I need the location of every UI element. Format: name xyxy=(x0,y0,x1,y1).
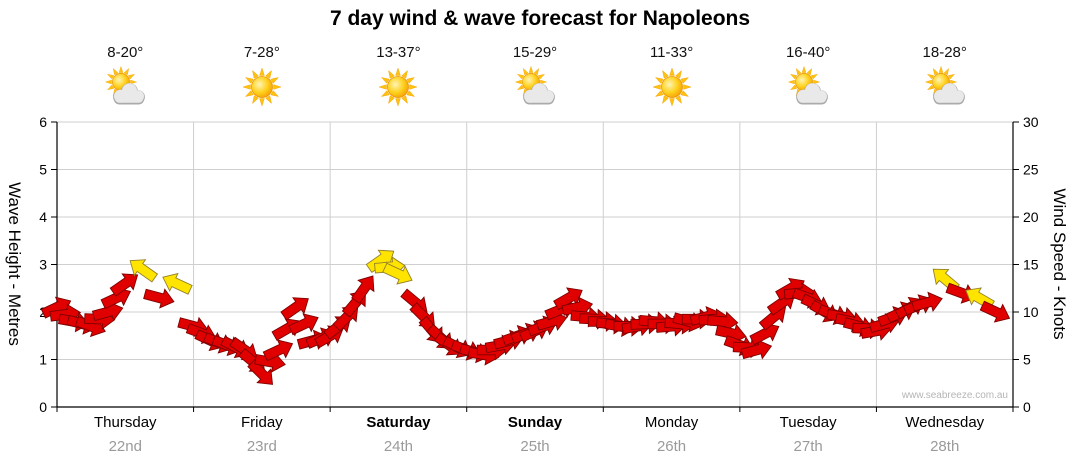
wind-arrow xyxy=(706,311,739,333)
sun-cloud-icon xyxy=(102,64,148,110)
sun-cloud-icon xyxy=(785,64,831,110)
day-temp-range: 16-40° xyxy=(785,44,831,61)
wind-arrow xyxy=(129,259,159,283)
day-name-label: Saturday xyxy=(366,414,431,431)
wind-arrow xyxy=(561,296,594,318)
wind-arrow xyxy=(911,291,943,313)
day-name-label: Thursday xyxy=(94,414,157,431)
day-temp-range: 15-29° xyxy=(512,44,558,61)
right-axis-tick-label: 15 xyxy=(1023,257,1039,273)
wind-arrow xyxy=(280,297,309,321)
day-date-label: 25th xyxy=(520,438,550,455)
left-axis-tick-label: 3 xyxy=(39,257,47,273)
right-axis-tick-label: 10 xyxy=(1023,304,1039,320)
left-axis-tick-label: 5 xyxy=(39,162,47,178)
day-name-label: Monday xyxy=(644,414,699,431)
day-temp-range: 8-20° xyxy=(107,44,144,61)
wind-arrow xyxy=(162,272,193,295)
day-temp-range: 18-28° xyxy=(922,44,967,61)
day-temp-range: 11-33° xyxy=(649,44,694,61)
wind-arrow xyxy=(351,275,375,304)
right-axis-tick-label: 30 xyxy=(1023,114,1039,130)
wind-arrow xyxy=(945,282,977,304)
page-title: 7 day wind & wave forecast for Napoleons xyxy=(329,7,751,30)
wind-arrow xyxy=(288,313,319,336)
day-date-label: 23rd xyxy=(246,438,277,455)
wind-arrow xyxy=(365,249,395,273)
sun-cloud-icon xyxy=(922,64,968,110)
day-date-label: 28th xyxy=(930,438,960,455)
sun-icon xyxy=(649,64,695,110)
day-date-label: 27th xyxy=(793,438,823,455)
wind-arrow xyxy=(143,288,175,309)
right-axis-tick-label: 20 xyxy=(1023,209,1039,225)
sun-cloud-icon xyxy=(512,64,558,110)
left-axis-tick-label: 6 xyxy=(39,114,47,130)
day-date-label: 22nd xyxy=(108,438,142,455)
wind-arrow xyxy=(740,339,773,360)
day-name-label: Wednesday xyxy=(905,414,985,431)
day-date-label: 24th xyxy=(383,438,414,455)
watermark: www.seabreeze.com.au xyxy=(901,390,1008,401)
wind-arrow xyxy=(262,339,294,362)
right-axis-tick-label: 5 xyxy=(1023,352,1031,368)
left-axis-tick-label: 0 xyxy=(39,399,47,415)
left-axis-tick-label: 4 xyxy=(39,209,47,225)
wind-arrow xyxy=(247,359,274,385)
wind-arrow xyxy=(382,262,413,285)
left-axis-tick-label: 1 xyxy=(39,352,47,368)
day-name-label: Sunday xyxy=(507,414,563,431)
right-axis-tick-label: 0 xyxy=(1023,399,1031,415)
sun-icon xyxy=(375,64,421,110)
day-name-label: Tuesday xyxy=(779,414,837,431)
day-temp-range: 7-28° xyxy=(243,44,280,61)
sun-icon xyxy=(239,64,285,110)
wind-arrow xyxy=(979,300,1011,323)
day-temp-range: 13-37° xyxy=(376,44,421,61)
right-axis-tick-label: 25 xyxy=(1023,162,1039,178)
wind-arrow xyxy=(109,273,139,297)
day-date-label: 26th xyxy=(656,438,687,455)
day-name-label: Friday xyxy=(241,414,283,431)
